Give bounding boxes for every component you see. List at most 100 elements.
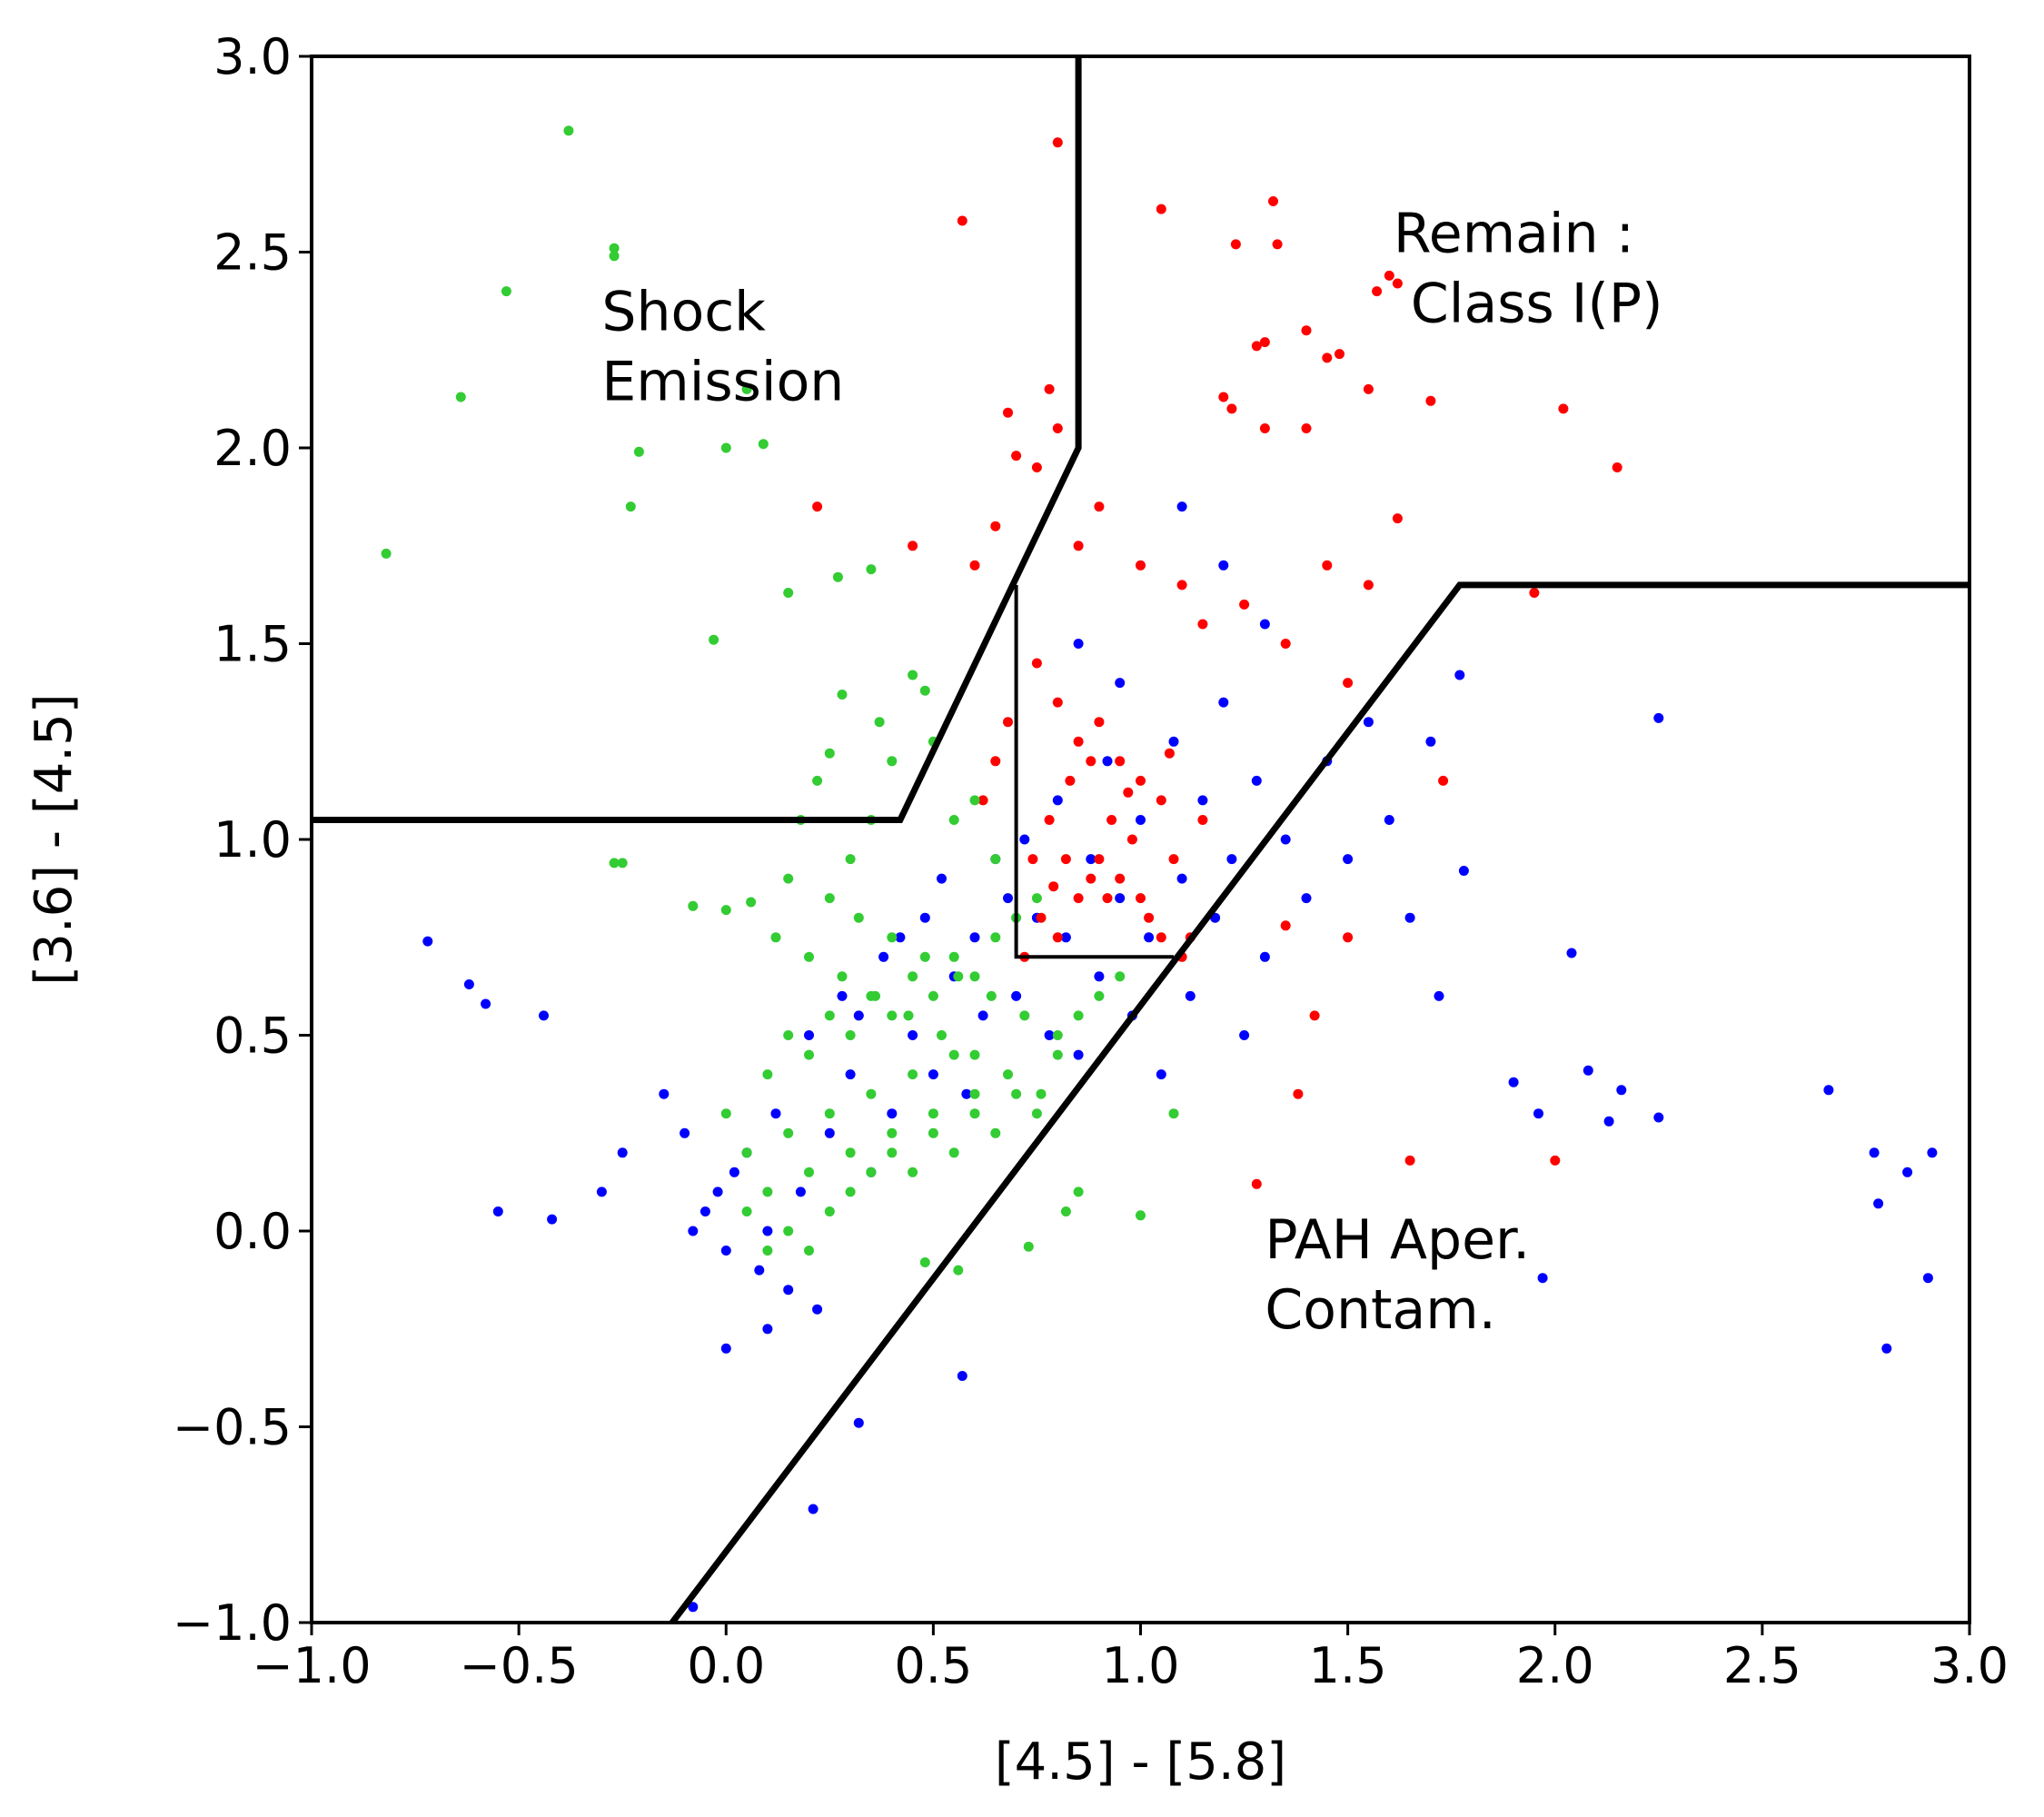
data-point — [845, 854, 856, 865]
data-point — [659, 1088, 670, 1099]
data-point — [1176, 501, 1187, 512]
data-point — [824, 1206, 835, 1216]
data-point — [1392, 513, 1403, 524]
data-point — [1869, 1147, 1880, 1158]
data-point — [837, 990, 848, 1001]
data-point — [1558, 403, 1569, 414]
data-point — [908, 1030, 918, 1040]
data-point — [688, 1602, 699, 1613]
data-point — [762, 1324, 773, 1335]
data-point — [1218, 392, 1229, 402]
region-boundary-line-1 — [670, 581, 1970, 1625]
data-point — [762, 1187, 773, 1197]
region-annotation-line: Class I(P) — [1394, 273, 1663, 336]
data-point — [1003, 893, 1013, 904]
region-boundary-line-0 — [312, 56, 1082, 823]
data-point — [908, 971, 918, 982]
data-point — [1052, 697, 1063, 708]
data-point — [1052, 423, 1063, 433]
data-point — [1031, 658, 1042, 669]
data-point — [1115, 678, 1126, 689]
data-point — [1425, 736, 1436, 747]
y-tick-label: 3.0 — [213, 28, 292, 85]
data-point — [990, 1127, 1001, 1138]
data-point — [919, 1257, 930, 1267]
data-point — [969, 1108, 980, 1119]
data-point — [381, 548, 392, 559]
y-tick-label: −1.0 — [173, 1594, 292, 1652]
data-point — [758, 439, 769, 450]
data-point — [1168, 1108, 1179, 1119]
data-point — [1115, 971, 1126, 982]
data-point — [887, 1010, 898, 1021]
data-point — [866, 1088, 877, 1099]
axis-ticks: −1.0 −0.5 0.0 0.5 1.0 1.5 2.0 2.5 3.0 −1.0 −0.5 0.0… — [173, 28, 2009, 1694]
data-point — [1052, 932, 1063, 943]
data-point — [1293, 1088, 1304, 1099]
data-point — [1392, 278, 1403, 289]
data-point — [1106, 815, 1117, 825]
data-point — [1031, 462, 1042, 472]
data-point — [804, 1030, 814, 1040]
data-point — [720, 1246, 731, 1256]
data-point — [1011, 1088, 1022, 1099]
data-point — [1384, 815, 1394, 825]
data-point — [1156, 932, 1166, 943]
data-point — [1616, 1085, 1627, 1096]
data-point — [492, 1206, 503, 1216]
y-tick-label: 2.0 — [213, 420, 292, 477]
data-point — [1363, 580, 1374, 591]
data-point — [845, 1187, 856, 1197]
data-point — [633, 446, 644, 457]
region-annotation-line: Remain : — [1394, 203, 1634, 266]
data-point — [720, 905, 731, 916]
data-point — [1031, 1108, 1042, 1119]
data-point — [1603, 1116, 1614, 1127]
data-point — [908, 670, 918, 680]
data-point — [1404, 912, 1415, 923]
data-point — [1301, 893, 1312, 904]
data-point — [741, 1147, 752, 1158]
data-point — [770, 1108, 781, 1119]
x-tick-label: 2.5 — [1723, 1637, 1801, 1694]
data-point — [1363, 717, 1374, 728]
data-point — [953, 971, 964, 982]
data-point — [1003, 717, 1013, 728]
data-point — [680, 1127, 690, 1138]
data-point — [762, 1069, 773, 1080]
data-point — [762, 1246, 773, 1256]
data-point — [1073, 736, 1084, 747]
region-annotations: Shock Emission Remain : Class I(P) PAH Aper… — [601, 203, 1662, 1343]
data-point — [928, 1108, 938, 1119]
data-point — [953, 1265, 964, 1276]
data-point — [1060, 1206, 1071, 1216]
data-point — [1073, 1010, 1084, 1021]
data-point — [1425, 395, 1436, 406]
data-point — [1052, 137, 1063, 148]
data-point — [1239, 599, 1250, 610]
data-point — [1176, 580, 1187, 591]
data-point — [1003, 407, 1013, 418]
data-point — [1156, 204, 1166, 214]
data-point — [1036, 1088, 1047, 1099]
plot-frame — [310, 55, 1971, 1624]
data-point — [1036, 912, 1047, 923]
data-point — [908, 1069, 918, 1080]
data-point — [1102, 756, 1113, 767]
data-point — [1272, 239, 1283, 250]
data-point — [1086, 873, 1096, 884]
data-point — [1073, 1187, 1084, 1197]
data-point — [1156, 795, 1166, 806]
data-point — [1044, 815, 1055, 825]
data-point — [754, 1265, 765, 1276]
data-point — [563, 125, 574, 136]
data-point — [1144, 912, 1155, 923]
data-point — [1902, 1167, 1913, 1177]
data-point — [1280, 639, 1291, 649]
data-point — [1144, 932, 1155, 943]
data-point — [783, 1226, 794, 1236]
data-point — [824, 1108, 835, 1119]
data-point — [1434, 990, 1444, 1001]
data-point — [853, 1417, 864, 1428]
data-point — [908, 1167, 918, 1177]
